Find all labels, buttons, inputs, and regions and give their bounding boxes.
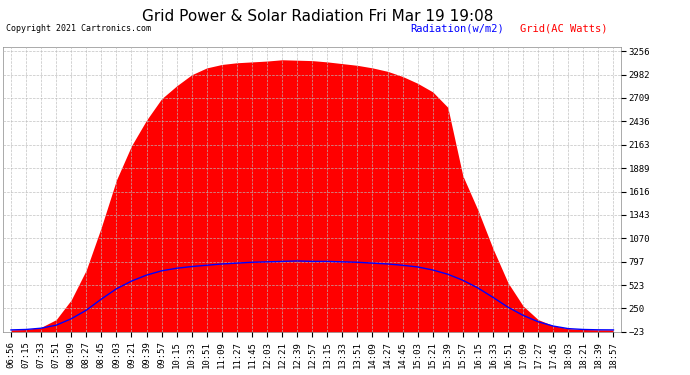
Text: Grid(AC Watts): Grid(AC Watts) [520,23,607,33]
Text: Copyright 2021 Cartronics.com: Copyright 2021 Cartronics.com [6,24,150,33]
Text: Radiation(w/m2): Radiation(w/m2) [411,23,504,33]
Text: Grid Power & Solar Radiation Fri Mar 19 19:08: Grid Power & Solar Radiation Fri Mar 19 … [141,9,493,24]
